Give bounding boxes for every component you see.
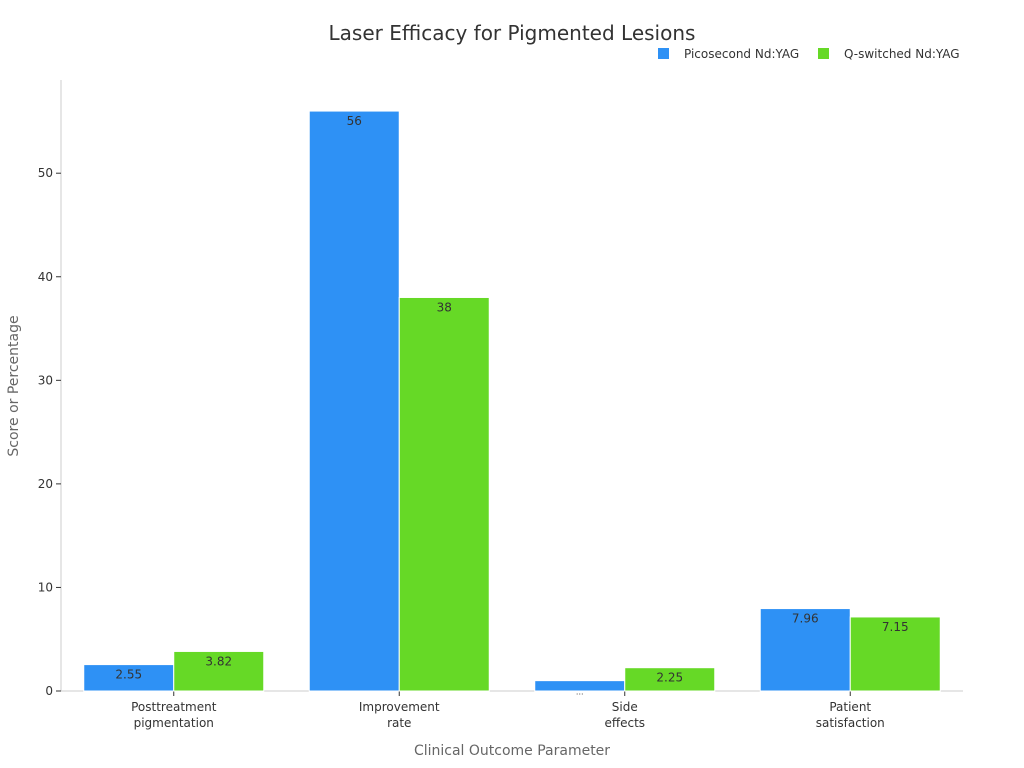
- x-tick-label: Improvement rate: [359, 700, 440, 730]
- legend-label: Q-switched Nd:YAG: [844, 47, 960, 61]
- legend: Picosecond Nd:YAG Q-switched Nd:YAG: [658, 47, 960, 61]
- y-tick-label: 40: [38, 270, 53, 284]
- bar-q-switched[interactable]: [624, 667, 716, 692]
- bar-value-label: ...: [576, 688, 584, 697]
- bar-picosecond[interactable]: [308, 110, 400, 692]
- x-axis-title: Clinical Outcome Parameter: [414, 743, 610, 759]
- x-tick-label-line: pigmentation: [134, 716, 214, 730]
- x-tick-label: Side effects: [604, 700, 645, 730]
- y-tick-label: 0: [45, 684, 53, 698]
- bar-value-label: 38: [437, 300, 452, 314]
- y-tick-label: 30: [38, 373, 53, 387]
- x-axis: Posttreatment pigmentation Improvement rate…: [61, 690, 963, 730]
- bar-value-label: 56: [347, 114, 362, 128]
- bar-value-label: 7.15: [882, 620, 909, 634]
- y-tick-label: 20: [38, 477, 53, 491]
- legend-swatch: [658, 48, 669, 59]
- bar-picosecond[interactable]: [83, 664, 175, 692]
- chart-title: Laser Efficacy for Pigmented Lesions: [329, 21, 696, 45]
- bar-q-switched[interactable]: [849, 616, 941, 692]
- bar-picosecond[interactable]: [759, 608, 851, 692]
- bar-q-switched[interactable]: [398, 296, 490, 692]
- y-axis: 0 10 20 30 40 50: [38, 80, 62, 698]
- y-axis-title: Score or Percentage: [6, 315, 22, 456]
- x-tick-label-line: Improvement: [359, 700, 440, 714]
- x-tick-label: Patient satisfaction: [816, 700, 885, 730]
- bar-value-label: 7.96: [792, 612, 819, 626]
- x-tick-label-line: Posttreatment: [131, 700, 217, 714]
- x-tick-label-line: effects: [604, 716, 645, 730]
- x-tick-label-line: rate: [387, 716, 411, 730]
- bar-value-label: 2.25: [656, 671, 683, 685]
- x-tick-label: Posttreatment pigmentation: [131, 700, 217, 730]
- bar-q-switched[interactable]: [173, 650, 265, 692]
- bar-value-label: 2.55: [115, 668, 142, 682]
- legend-label: Picosecond Nd:YAG: [684, 47, 799, 61]
- bar-value-label: 3.82: [205, 654, 232, 668]
- x-tick-label-line: Patient: [829, 700, 871, 714]
- bars: 2.55 56... 7.96 3.82 38 2.25 7.15: [83, 110, 941, 697]
- x-tick-label-line: Side: [612, 700, 638, 714]
- legend-swatch: [818, 48, 829, 59]
- x-tick-label-line: satisfaction: [816, 716, 885, 730]
- y-tick-label: 50: [38, 166, 53, 180]
- y-tick-label: 10: [38, 580, 53, 594]
